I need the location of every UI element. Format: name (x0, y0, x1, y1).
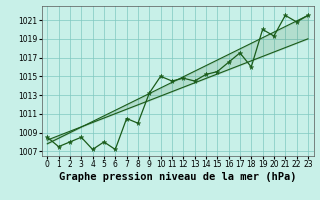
X-axis label: Graphe pression niveau de la mer (hPa): Graphe pression niveau de la mer (hPa) (59, 172, 296, 182)
